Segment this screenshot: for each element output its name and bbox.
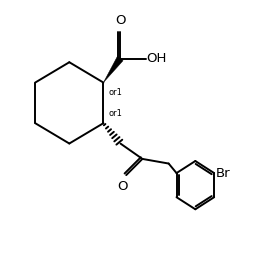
Text: or1: or1 — [108, 109, 122, 118]
Text: O: O — [115, 14, 125, 27]
Text: Br: Br — [216, 167, 231, 180]
Polygon shape — [103, 57, 123, 83]
Text: O: O — [117, 180, 127, 193]
Text: OH: OH — [147, 52, 167, 65]
Text: or1: or1 — [108, 88, 122, 97]
